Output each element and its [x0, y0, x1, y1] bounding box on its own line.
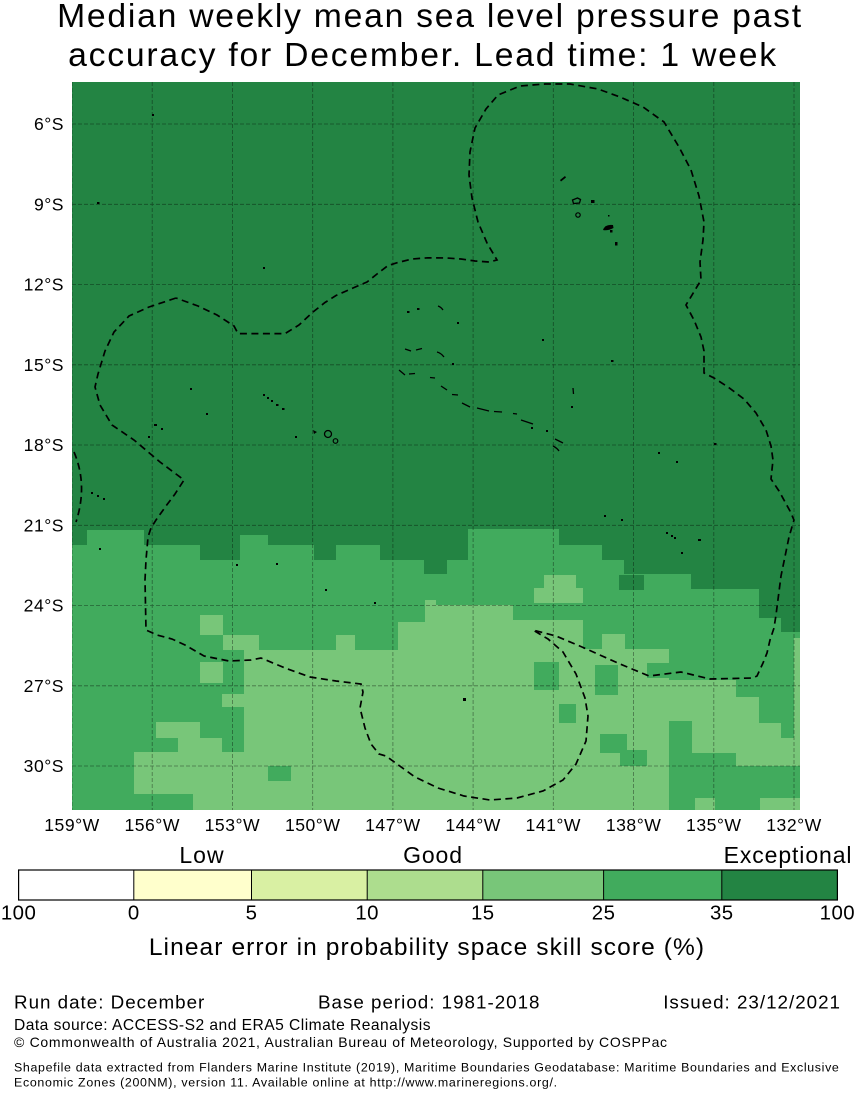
svg-text:147°W: 147°W	[365, 815, 421, 835]
svg-text:141°W: 141°W	[526, 815, 582, 835]
svg-text:15°S: 15°S	[24, 355, 64, 375]
svg-text:accuracy for December. Lead ti: accuracy for December. Lead time: 1 week	[68, 36, 778, 74]
svg-text:Low: Low	[179, 842, 224, 868]
svg-text:0: 0	[128, 903, 140, 925]
svg-text:Exceptional: Exceptional	[724, 842, 853, 868]
svg-text:Issued: 23/12/2021: Issued: 23/12/2021	[663, 992, 841, 1013]
svg-text:18°S: 18°S	[24, 435, 64, 455]
svg-text:138°W: 138°W	[606, 815, 662, 835]
svg-text:132°W: 132°W	[766, 815, 822, 835]
svg-text:153°W: 153°W	[205, 815, 261, 835]
svg-text:Data source: ACCESS-S2 and ERA: Data source: ACCESS-S2 and ERA5 Climate …	[14, 1017, 431, 1034]
svg-text:35: 35	[710, 903, 734, 925]
svg-text:© Commonwealth of Australia 20: © Commonwealth of Australia 2021, Austra…	[14, 1034, 668, 1050]
svg-text:159°W: 159°W	[44, 815, 100, 835]
svg-text:10: 10	[355, 903, 379, 925]
svg-text:30°S: 30°S	[24, 756, 64, 776]
svg-text:150°W: 150°W	[285, 815, 341, 835]
svg-text:5: 5	[246, 903, 258, 925]
svg-text:6°S: 6°S	[34, 114, 64, 134]
svg-text:27°S: 27°S	[24, 676, 64, 696]
svg-text:Linear error in probability sp: Linear error in probability space skill …	[149, 934, 705, 961]
svg-text:24°S: 24°S	[24, 596, 64, 616]
svg-text:135°W: 135°W	[686, 815, 742, 835]
svg-text:156°W: 156°W	[124, 815, 180, 835]
svg-text:Run date: December: Run date: December	[14, 992, 205, 1013]
svg-text:Good: Good	[403, 842, 463, 868]
svg-text:25: 25	[592, 903, 616, 925]
svg-text:12°S: 12°S	[24, 275, 64, 295]
svg-text:21°S: 21°S	[24, 515, 64, 535]
svg-text:15: 15	[471, 903, 495, 925]
svg-text:Median weekly mean sea level p: Median weekly mean sea level pressure pa…	[57, 0, 803, 35]
svg-text:Base period: 1981-2018: Base period: 1981-2018	[318, 992, 541, 1013]
svg-text:9°S: 9°S	[34, 194, 64, 214]
svg-text:Economic Zones (200NM), versio: Economic Zones (200NM), version 11. Avai…	[14, 1076, 558, 1090]
svg-text:Shapefile data extracted from: Shapefile data extracted from Flanders M…	[14, 1061, 839, 1075]
svg-text:100: 100	[820, 903, 855, 925]
svg-text:144°W: 144°W	[445, 815, 501, 835]
svg-text:100: 100	[1, 903, 37, 925]
